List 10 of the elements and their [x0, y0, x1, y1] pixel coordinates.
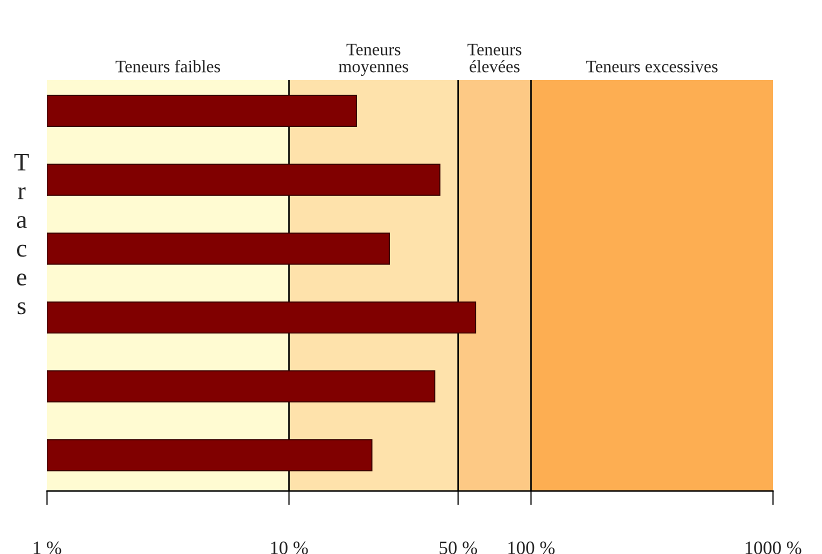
y-axis-title: Traces: [14, 154, 29, 314]
x-tick-label: 1000 %: [746, 542, 802, 554]
x-tick-label: 1 %: [34, 542, 62, 554]
band-label: Teneurs moyennes: [338, 44, 408, 76]
band-label: Teneurs élevées: [468, 44, 522, 72]
x-tick-label: 100 %: [508, 542, 555, 554]
x-tick-label: 50 %: [440, 542, 478, 554]
band-label: Teneurs excessives: [586, 60, 718, 72]
x-tick-label: 10 %: [271, 542, 308, 554]
band-label: Teneurs faibles: [116, 60, 220, 72]
